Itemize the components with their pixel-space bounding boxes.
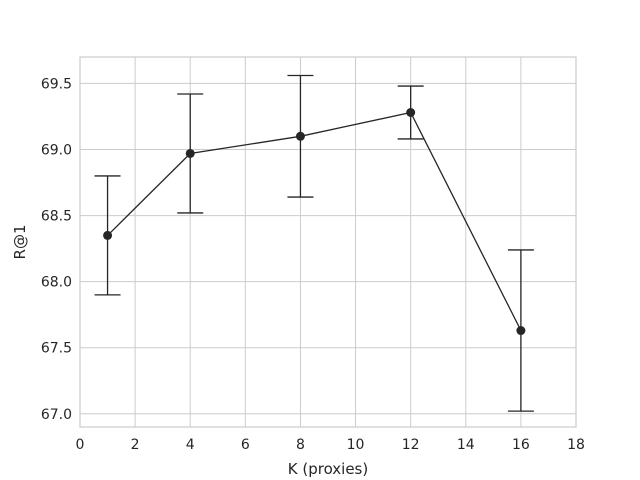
data-points [103, 108, 526, 336]
plot-background [80, 57, 576, 427]
x-tick-label: 0 [76, 437, 85, 453]
y-tick-label: 67.5 [41, 341, 72, 357]
x-axis-label: K (proxies) [288, 460, 368, 478]
x-tick-label: 12 [402, 437, 420, 453]
data-point [516, 326, 526, 336]
data-point [406, 108, 416, 117]
y-tick-label: 69.0 [41, 143, 72, 159]
x-tick-label: 6 [241, 437, 250, 453]
x-tick-label: 4 [186, 437, 195, 453]
y-tick-label: 69.5 [41, 76, 72, 92]
x-tick-label: 18 [567, 437, 585, 453]
x-tick-label: 10 [347, 437, 365, 453]
y-tick-labels: 67.0 67.5 68.0 68.5 69.0 69.5 [41, 76, 72, 422]
error-bars [94, 74, 534, 412]
data-point [295, 131, 305, 141]
data-point [185, 148, 195, 158]
grid [79, 57, 577, 427]
x-tick-label: 14 [457, 437, 475, 453]
data-point [103, 230, 113, 240]
y-tick-label: 67.0 [41, 407, 72, 423]
y-tick-label: 68.0 [41, 275, 72, 291]
y-axis-label: R@1 [11, 225, 29, 260]
x-tick-label: 16 [512, 437, 530, 453]
x-tick-label: 8 [296, 437, 305, 453]
x-tick-labels: 0 2 4 6 8 10 12 14 16 18 [76, 437, 585, 453]
y-tick-label: 68.5 [41, 209, 72, 225]
x-tick-label: 2 [131, 437, 140, 453]
plot-frame [79, 56, 577, 428]
